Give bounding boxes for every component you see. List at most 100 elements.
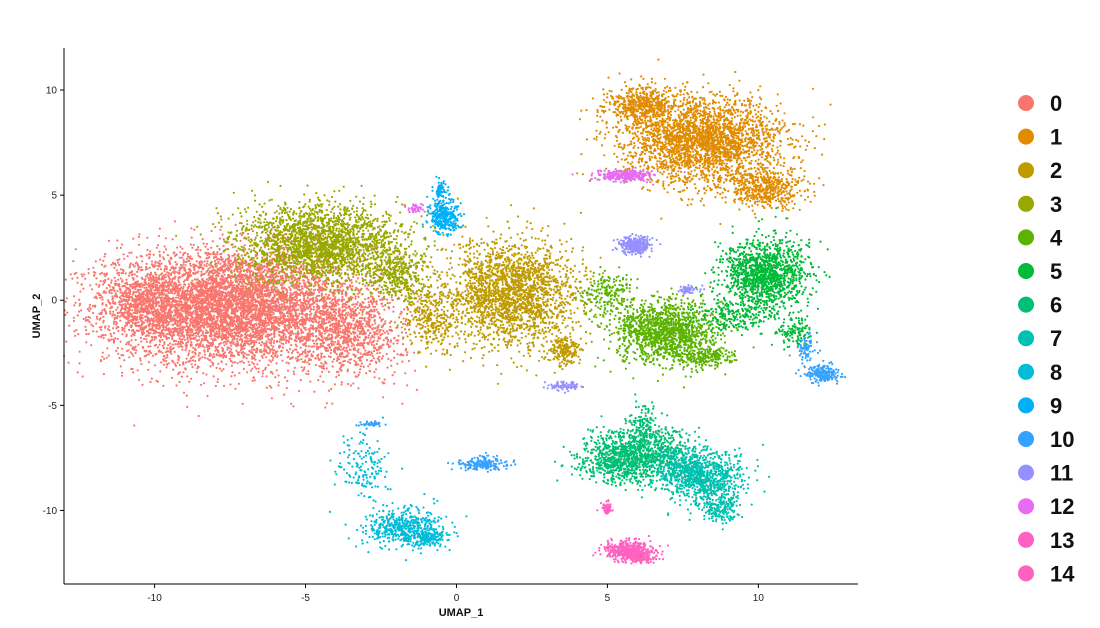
point-cluster-0 — [230, 364, 233, 367]
point-cluster-0 — [335, 353, 338, 356]
point-cluster-0 — [204, 252, 207, 255]
point-cluster-0 — [200, 270, 203, 273]
point-cluster-0 — [156, 244, 159, 247]
point-cluster-0 — [253, 307, 256, 310]
point-cluster-0 — [213, 256, 216, 260]
point-cluster-0 — [243, 340, 246, 343]
point-cluster-0 — [257, 326, 261, 329]
point-cluster-0 — [265, 299, 268, 302]
point-cluster-0 — [300, 308, 303, 311]
point-cluster-0 — [261, 375, 264, 378]
point-cluster-0 — [288, 316, 291, 319]
point-cluster-0 — [232, 341, 235, 344]
point-cluster-0 — [273, 349, 276, 352]
point-cluster-0 — [254, 268, 257, 271]
point-cluster-0 — [301, 360, 304, 363]
point-cluster-0 — [198, 323, 201, 326]
point-cluster-0 — [270, 344, 273, 347]
point-cluster-0 — [251, 355, 254, 358]
point-cluster-0 — [251, 294, 254, 297]
point-cluster-0 — [253, 340, 256, 343]
point-cluster-0 — [256, 288, 260, 291]
point-cluster-0 — [238, 338, 241, 341]
point-cluster-0 — [134, 262, 137, 265]
point-cluster-0 — [94, 260, 97, 263]
point-cluster-0 — [302, 293, 305, 296]
point-cluster-0 — [194, 300, 197, 303]
point-cluster-0 — [246, 342, 249, 345]
point-cluster-0 — [198, 266, 201, 269]
point-cluster-0 — [292, 319, 295, 322]
point-cluster-0 — [174, 363, 177, 366]
point-cluster-0 — [257, 307, 260, 311]
point-cluster-0 — [113, 276, 116, 279]
point-cluster-0 — [197, 246, 200, 249]
point-cluster-0 — [139, 357, 142, 360]
point-cluster-0 — [254, 354, 257, 357]
point-cluster-0 — [158, 263, 161, 266]
point-cluster-0 — [372, 316, 375, 319]
point-cluster-0 — [309, 324, 313, 327]
point-cluster-0 — [299, 282, 302, 285]
point-cluster-0 — [246, 371, 249, 374]
point-cluster-0 — [281, 322, 284, 325]
point-cluster-0 — [211, 316, 214, 319]
point-cluster-0 — [200, 310, 203, 313]
point-cluster-0 — [230, 375, 233, 378]
point-cluster-0 — [303, 279, 306, 282]
point-cluster-0 — [259, 344, 263, 347]
point-cluster-0 — [151, 354, 154, 357]
point-cluster-0 — [162, 276, 165, 280]
point-cluster-0 — [269, 259, 272, 262]
point-cluster-0 — [385, 330, 389, 333]
point-cluster-0 — [261, 266, 264, 269]
point-cluster-0 — [269, 360, 273, 363]
point-cluster-0 — [257, 263, 260, 266]
point-cluster-0 — [220, 312, 223, 315]
point-cluster-0 — [264, 327, 267, 330]
point-cluster-0 — [242, 361, 245, 364]
point-cluster-0 — [294, 357, 298, 360]
point-cluster-0 — [170, 266, 173, 270]
point-cluster-0 — [178, 380, 181, 384]
point-cluster-0 — [220, 252, 223, 255]
point-cluster-0 — [64, 278, 67, 281]
point-cluster-0 — [174, 339, 178, 342]
point-cluster-0 — [240, 234, 244, 237]
point-cluster-0 — [93, 274, 96, 277]
point-cluster-0 — [149, 250, 152, 253]
point-cluster-0 — [193, 326, 196, 329]
point-cluster-0 — [240, 254, 243, 257]
point-cluster-0 — [150, 377, 153, 380]
point-cluster-0 — [453, 243, 456, 246]
point-cluster-0 — [280, 298, 283, 301]
point-cluster-0 — [172, 346, 175, 349]
point-cluster-0 — [217, 362, 220, 365]
point-cluster-0 — [112, 327, 115, 330]
point-cluster-0 — [314, 363, 317, 367]
point-cluster-0 — [221, 346, 224, 350]
point-cluster-0 — [277, 384, 280, 387]
point-cluster-0 — [199, 341, 202, 344]
point-cluster-0 — [270, 310, 273, 313]
point-cluster-0 — [103, 357, 106, 360]
point-cluster-0 — [268, 347, 271, 350]
point-cluster-0 — [254, 358, 257, 361]
point-cluster-0 — [167, 292, 170, 295]
point-cluster-0 — [87, 315, 90, 319]
point-cluster-0 — [225, 354, 228, 357]
point-cluster-0 — [102, 373, 105, 376]
point-cluster-0 — [226, 336, 230, 339]
point-cluster-0 — [185, 316, 188, 319]
point-cluster-0 — [205, 338, 208, 341]
point-cluster-0 — [250, 336, 253, 339]
point-cluster-0 — [158, 250, 161, 253]
point-cluster-0 — [74, 248, 77, 251]
point-cluster-0 — [263, 268, 266, 271]
point-cluster-0 — [143, 337, 146, 341]
point-cluster-0 — [250, 348, 253, 351]
point-cluster-0 — [280, 349, 283, 352]
point-cluster-0 — [94, 305, 97, 308]
cluster-0-points — [63, 208, 456, 427]
point-cluster-0 — [136, 369, 139, 372]
